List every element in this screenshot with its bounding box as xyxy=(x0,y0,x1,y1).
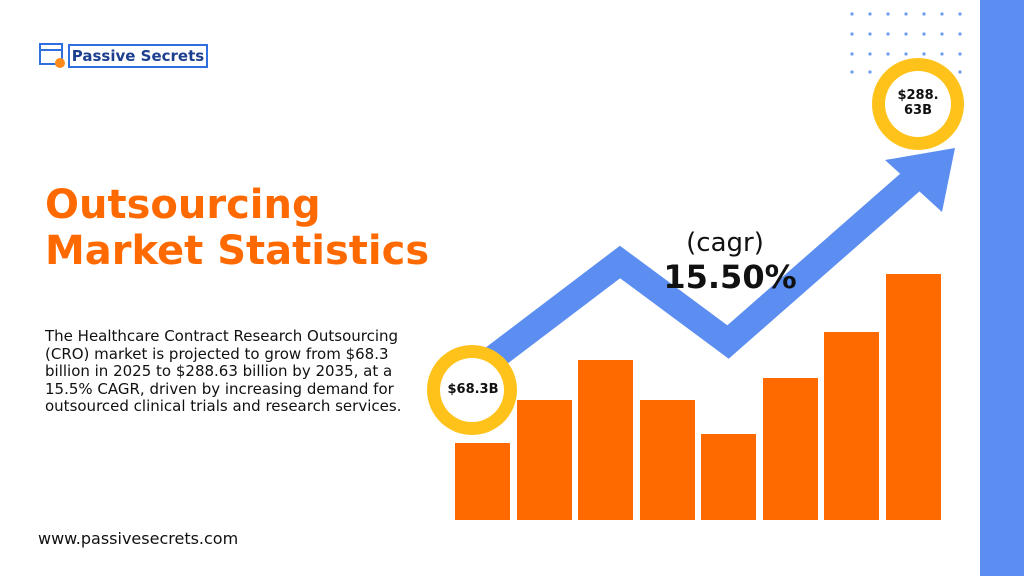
cagr-caption: (cagr) xyxy=(686,228,764,258)
cagr-value: 15.50% xyxy=(663,258,797,296)
side-stripe xyxy=(980,0,1024,576)
footer-url[interactable]: www.passivesecrets.com xyxy=(38,529,239,548)
logo-icon xyxy=(39,43,65,68)
start-inner xyxy=(440,358,504,422)
start-label: $68.3B xyxy=(447,382,499,397)
arrow-head xyxy=(885,148,955,212)
end-label: $288.63B xyxy=(897,88,939,118)
description: The Healthcare Contract Research Outsour… xyxy=(45,327,402,415)
trend-arrow xyxy=(467,168,924,383)
logo-text[interactable]: Passive Secrets xyxy=(68,44,208,68)
title: Outsourcing Market Statistics xyxy=(45,182,430,274)
end-inner xyxy=(885,71,951,137)
decorative-bars xyxy=(455,274,941,520)
